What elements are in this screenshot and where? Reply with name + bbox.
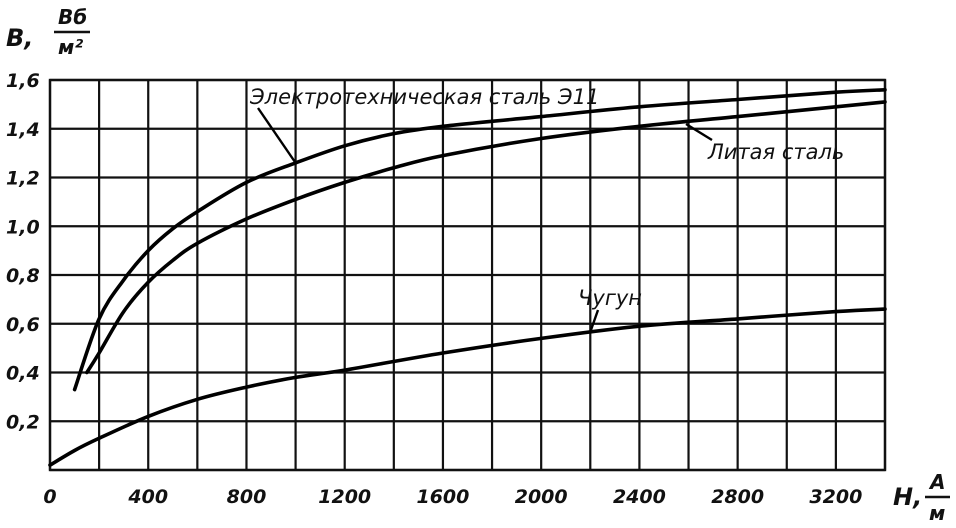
x-tick-label: 3200: [809, 486, 862, 508]
curves: [48, 88, 887, 467]
x-tick-label: 2000: [515, 486, 568, 508]
label-pointers: [257, 107, 713, 333]
x-tick-label: 0: [43, 486, 56, 508]
x-tick-label: 2800: [711, 486, 764, 508]
series-line-cast-steel: [85, 100, 887, 375]
leader-cast-steel: [685, 122, 713, 142]
y-tick-label: 1,0: [6, 216, 40, 238]
y-tick-label: 0,2: [6, 411, 40, 433]
x-axis-unit-denominator: м: [929, 501, 945, 525]
x-tick-label: 400: [127, 486, 168, 508]
y-tick-label: 1,2: [6, 168, 40, 190]
series-label-electrical-steel: Электротехническая сталь Э11: [249, 85, 599, 109]
x-axis-unit-numerator: А: [928, 470, 945, 494]
series-line-cast-iron: [48, 307, 887, 467]
x-tick-label: 2400: [613, 486, 666, 508]
series-line-electrical-steel: [72, 88, 887, 392]
y-tick-label: 0,8: [6, 265, 40, 287]
series-label-cast-steel: Литая сталь: [707, 140, 844, 164]
y-axis-unit-numerator: Вб: [58, 5, 87, 29]
x-axis-label: H,: [893, 483, 922, 511]
x-tick-label: 1200: [318, 486, 371, 508]
y-tick-label: 1,6: [6, 70, 40, 92]
grid: [48, 78, 887, 472]
tick-labels: 0 400 800 1200 1600 2000 2400 2800 3200 0,2 0,4 0,6…: [6, 70, 862, 508]
x-tick-label: 1600: [416, 486, 469, 508]
y-axis-unit-denominator: м²: [58, 35, 83, 59]
y-axis-label: B,: [6, 24, 33, 52]
x-tick-label: 800: [227, 486, 267, 508]
plot-frame: [48, 78, 887, 472]
leader-electrical-steel: [257, 107, 297, 164]
leader-cast-iron: [589, 309, 600, 333]
y-tick-label: 0,6: [6, 314, 40, 336]
series-label-cast-iron: Чугун: [578, 286, 642, 310]
y-tick-label: 1,4: [6, 119, 40, 141]
y-tick-label: 0,4: [6, 363, 40, 385]
